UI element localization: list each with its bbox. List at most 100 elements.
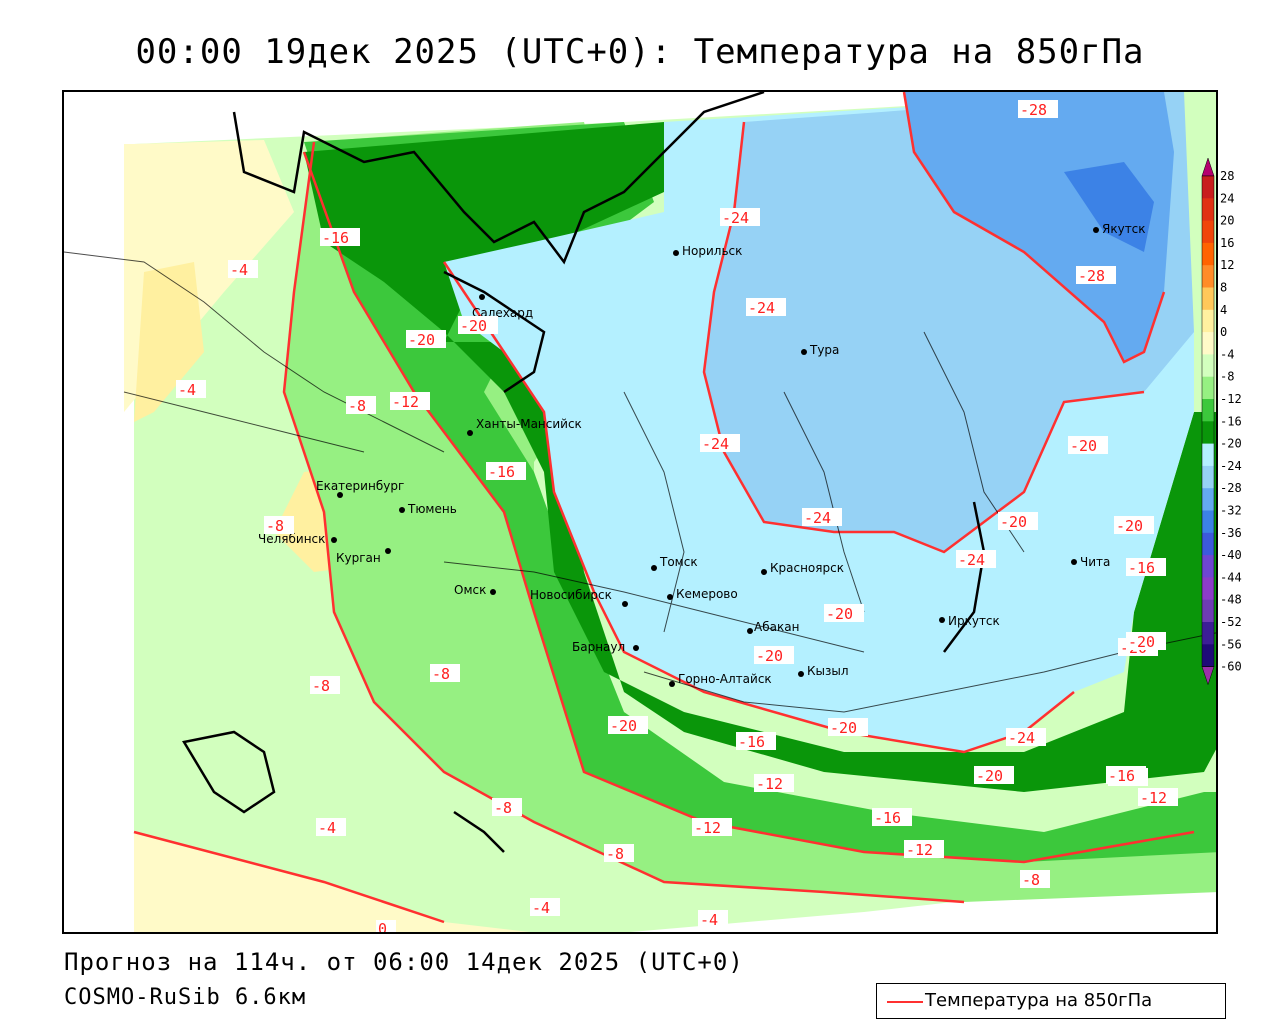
colorbar-swatch <box>1202 644 1214 668</box>
isoline-label: -12 <box>904 840 944 859</box>
svg-text:-4: -4 <box>700 911 718 929</box>
svg-text:Томск: Томск <box>659 555 698 569</box>
colorbar-swatch <box>1202 309 1214 333</box>
svg-text:Ханты-Мансийск: Ханты-Мансийск <box>476 417 582 431</box>
isoline-label: -8 <box>604 844 634 863</box>
colorbar-swatch <box>1202 622 1214 645</box>
svg-text:-24: -24 <box>748 299 775 317</box>
city-tura: Тура <box>801 343 839 357</box>
isoline-label: -28 <box>1076 266 1116 285</box>
isoline-label: -24 <box>1006 728 1046 747</box>
city-gorno-altaysk: Горно-Алтайск <box>669 672 772 687</box>
svg-text:Красноярск: Красноярск <box>770 561 844 575</box>
svg-text:-20: -20 <box>1000 513 1027 531</box>
colorbar-swatch <box>1202 242 1214 266</box>
isoline-label: -24 <box>746 298 786 317</box>
svg-text:Якутск: Якутск <box>1102 222 1146 236</box>
isoline-label: -20 <box>608 716 648 735</box>
colorbar-tick-label: -32 <box>1220 504 1242 518</box>
city-yakutsk: Якутск <box>1093 222 1146 236</box>
colorbar-tick-label: -48 <box>1220 593 1242 607</box>
svg-text:Челябинск: Челябинск <box>258 532 325 546</box>
isoline-label: -8 <box>492 798 522 817</box>
isoline-label: -20 <box>1126 632 1166 651</box>
svg-text:-24: -24 <box>722 209 749 227</box>
isoline-label: -20 <box>998 512 1038 531</box>
isoline-label: -16 <box>872 808 912 827</box>
svg-text:-28: -28 <box>1078 267 1105 285</box>
colorbar-svg: 28 24 20 16 12 8 4 0 -4 -8 -12 -16 -20 -24 -28 -32 -36 -4… <box>1201 157 1242 686</box>
city-ekaterinburg: Екатеринбург <box>316 479 404 498</box>
isoline-label: -16 <box>486 462 526 481</box>
map-canvas: Норильск Салехард Тура Якутск Ханты-Манс… <box>64 92 1216 932</box>
city-novosibirsk: Новосибирск <box>530 588 628 607</box>
isoline-label: -28 <box>1018 100 1058 119</box>
isoline-label: -8 <box>430 664 460 683</box>
isoline-label: -4 <box>176 380 206 399</box>
svg-text:Барнаул: Барнаул <box>572 640 625 654</box>
svg-text:Иркутск: Иркутск <box>948 614 1000 628</box>
colorbar-swatch <box>1202 376 1214 400</box>
colorbar-bottom-arrow <box>1201 666 1215 686</box>
city-khanty-mansiysk: Ханты-Мансийск <box>467 417 582 436</box>
svg-text:Кемерово: Кемерово <box>676 587 738 601</box>
isoline-label: -20 <box>754 646 794 665</box>
city-tyumen: Тюмень <box>399 502 457 516</box>
isoline-label: -8 <box>264 516 294 535</box>
svg-text:-24: -24 <box>1008 729 1035 747</box>
colorbar-swatch <box>1202 354 1214 378</box>
isoline-label: -20 <box>828 718 868 737</box>
svg-text:-4: -4 <box>532 899 550 917</box>
city-barnaul: Барнаул <box>572 640 639 654</box>
svg-text:-20: -20 <box>1116 517 1143 535</box>
svg-text:-20: -20 <box>756 647 783 665</box>
svg-text:Тюмень: Тюмень <box>407 502 457 516</box>
svg-text:-4: -4 <box>230 261 248 279</box>
isoline-label: -4 <box>698 910 728 929</box>
svg-text:-8: -8 <box>494 799 512 817</box>
colorbar-tick-label: 12 <box>1220 258 1234 272</box>
colorbar-swatch <box>1202 443 1214 467</box>
svg-text:Новосибирск: Новосибирск <box>530 588 612 602</box>
isoline-label: -24 <box>802 508 842 527</box>
svg-text:-16: -16 <box>322 229 349 247</box>
colorbar-tick-label: -36 <box>1220 526 1242 540</box>
isoline-label: -8 <box>310 676 340 695</box>
isoline-label: -8 <box>346 396 376 415</box>
svg-text:Норильск: Норильск <box>682 244 742 258</box>
legend: Температура на 850гПа <box>876 983 1226 1019</box>
colorbar-tick-label: 0 <box>1220 325 1227 339</box>
isoline-label: -24 <box>720 208 760 227</box>
svg-text:-20: -20 <box>826 605 853 623</box>
isoline-label: -20 <box>824 604 864 623</box>
svg-text:-20: -20 <box>610 717 637 735</box>
colorbar-swatch <box>1202 332 1214 355</box>
svg-text:-8: -8 <box>312 677 330 695</box>
svg-text:-24: -24 <box>804 509 831 527</box>
svg-text:-12: -12 <box>694 819 721 837</box>
zone-yellow-south <box>134 832 530 932</box>
svg-text:-20: -20 <box>1128 633 1155 651</box>
svg-text:Абакан: Абакан <box>754 620 799 634</box>
colorbar-swatch <box>1202 198 1214 222</box>
zone-blue-28 <box>904 92 1174 362</box>
isoline-label: -12 <box>754 774 794 793</box>
city-chita: Чита <box>1071 555 1110 569</box>
colorbar-swatch <box>1202 399 1214 422</box>
isoline-label: -20 <box>458 316 498 335</box>
svg-text:-12: -12 <box>906 841 933 859</box>
svg-text:-12: -12 <box>1140 789 1167 807</box>
svg-text:-20: -20 <box>976 767 1003 785</box>
isoline-label: -4 <box>530 898 560 917</box>
colorbar-swatch <box>1202 176 1214 199</box>
svg-text:-20: -20 <box>1070 437 1097 455</box>
isoline-label: -20 <box>406 330 446 349</box>
isoline-label: -12 <box>692 818 732 837</box>
temperature-map: Норильск Салехард Тура Якутск Ханты-Манс… <box>62 90 1218 934</box>
colorbar-tick-label: 24 <box>1220 191 1234 205</box>
svg-text:-12: -12 <box>392 393 419 411</box>
svg-text:-24: -24 <box>702 435 729 453</box>
svg-text:-4: -4 <box>318 819 336 837</box>
temperature-zones <box>124 92 1216 932</box>
colorbar-swatch <box>1202 555 1214 578</box>
